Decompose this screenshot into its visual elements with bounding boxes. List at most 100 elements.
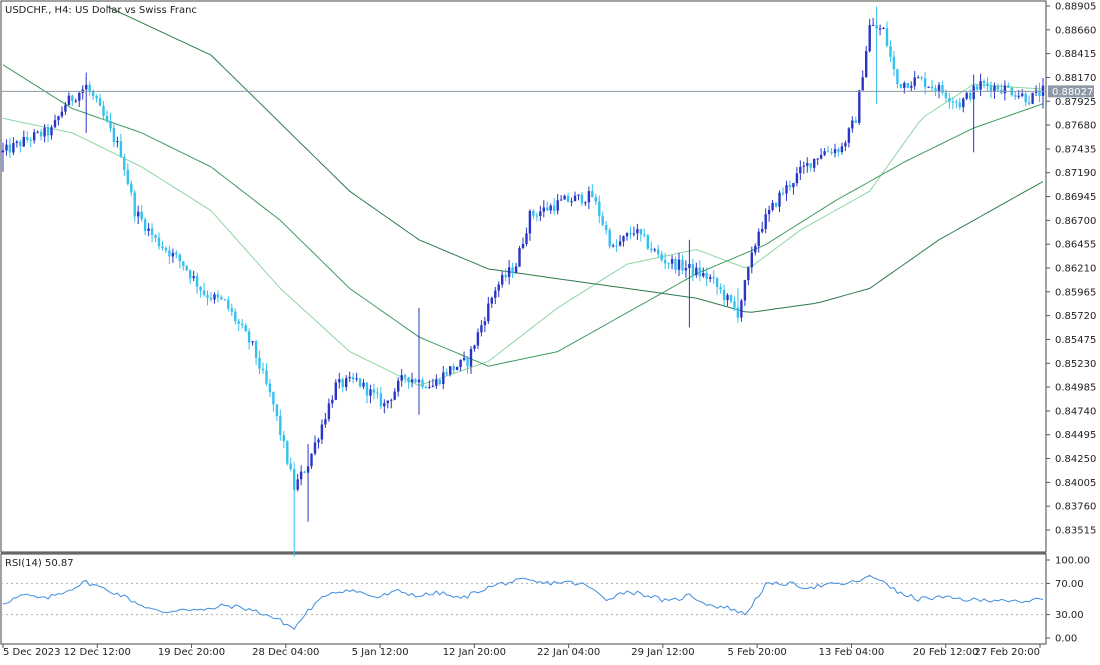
candle-body	[29, 139, 32, 141]
candle-body	[254, 341, 258, 358]
candle-body	[719, 287, 722, 290]
time-tick-label: 19 Dec 20:00	[158, 647, 225, 658]
candle-body	[996, 85, 1000, 90]
candle-body	[1027, 102, 1031, 104]
candle-body	[33, 132, 36, 141]
rsi-axis: 100.00 70.00 30.00 0.00	[1, 556, 1090, 645]
price-tick-label: 0.83760	[1055, 502, 1096, 513]
candle-body	[247, 331, 251, 343]
candle-body	[1017, 95, 1020, 97]
candlesticks	[1, 6, 1045, 557]
candle-body	[22, 137, 25, 147]
candle-body	[688, 264, 691, 268]
candle-body	[899, 84, 903, 88]
candle-body	[57, 116, 60, 121]
candle-body	[71, 95, 74, 101]
price-tick-label: 0.87435	[1055, 144, 1096, 155]
candle-body	[393, 391, 396, 400]
candle-body	[733, 301, 736, 308]
candle-body	[677, 259, 681, 270]
price-tick-label: 0.88660	[1055, 25, 1096, 36]
candle-body	[702, 273, 705, 277]
candle-body	[483, 321, 487, 326]
candle-body	[168, 250, 171, 257]
candle-body	[1, 150, 5, 153]
candle-body	[202, 290, 206, 295]
candle-body	[171, 252, 175, 257]
candle-body	[140, 211, 143, 220]
candle-body	[972, 85, 975, 100]
candle-body	[1003, 85, 1007, 94]
candle-body	[934, 88, 937, 91]
candle-body	[490, 297, 493, 304]
rsi-tick-label: 30.00	[1055, 610, 1084, 621]
candle-body	[383, 403, 386, 407]
candle-body	[299, 471, 303, 480]
candle-body	[785, 185, 788, 194]
candle-body	[386, 400, 389, 404]
candle-body	[185, 265, 188, 271]
candle-body	[837, 149, 840, 153]
candle-body	[660, 254, 663, 260]
candle-body	[653, 249, 656, 251]
candle-body	[220, 297, 223, 300]
candle-body	[1041, 85, 1045, 96]
candle-body	[445, 372, 448, 375]
moving-average-mid	[2, 64, 1044, 367]
candle-body	[12, 143, 15, 153]
candle-body	[234, 311, 237, 322]
rsi-series-line	[2, 574, 1044, 631]
candle-body	[962, 98, 965, 108]
rsi-tick-label: 100.00	[1055, 556, 1090, 567]
candle-body	[892, 56, 896, 70]
candle-body	[438, 379, 441, 384]
candle-body	[549, 205, 552, 211]
candle-body	[927, 86, 930, 88]
candle-body	[435, 379, 438, 386]
candle-body	[272, 392, 275, 405]
candle-body	[910, 85, 913, 88]
candle-body	[913, 77, 916, 86]
candle-body	[691, 264, 695, 275]
candle-body	[639, 229, 643, 235]
candle-body	[431, 385, 435, 387]
candle-body	[975, 85, 979, 90]
candle-body	[670, 259, 674, 264]
candle-body	[60, 111, 64, 117]
candle-body	[878, 28, 882, 30]
candle-body	[1014, 95, 1017, 97]
candle-body	[192, 276, 195, 279]
candle-body	[570, 201, 573, 203]
candle-body	[833, 149, 837, 154]
current-price-label: 0.88027	[1052, 87, 1093, 98]
candle-body	[310, 453, 313, 467]
candle-body	[105, 116, 109, 121]
candle-body	[223, 299, 227, 301]
time-axis: 5 Dec 2023 12 Dec 12:00 19 Dec 20:00 28 Dec…	[2, 644, 1041, 658]
candle-body	[421, 379, 424, 387]
candle-body	[64, 105, 67, 112]
time-tick-label: 20 Feb 12:00	[913, 647, 979, 658]
candle-body	[341, 379, 344, 388]
candle-body	[53, 120, 57, 128]
candle-body	[663, 260, 667, 264]
candle-body	[813, 158, 816, 168]
candle-body	[268, 383, 272, 393]
candle-body	[715, 278, 719, 287]
candle-body	[761, 228, 764, 232]
candle-body	[424, 386, 428, 388]
candle-body	[618, 241, 622, 246]
candle-body	[182, 261, 185, 266]
candle-body	[906, 83, 909, 88]
candle-body	[729, 295, 733, 302]
candle-body	[279, 416, 282, 436]
time-tick-label: 29 Jan 12:00	[631, 647, 694, 658]
candle-body	[584, 202, 587, 204]
candle-body	[816, 158, 819, 160]
candle-body	[986, 83, 989, 87]
candle-body	[965, 93, 968, 99]
candle-body	[397, 380, 400, 392]
candle-body	[209, 297, 213, 300]
